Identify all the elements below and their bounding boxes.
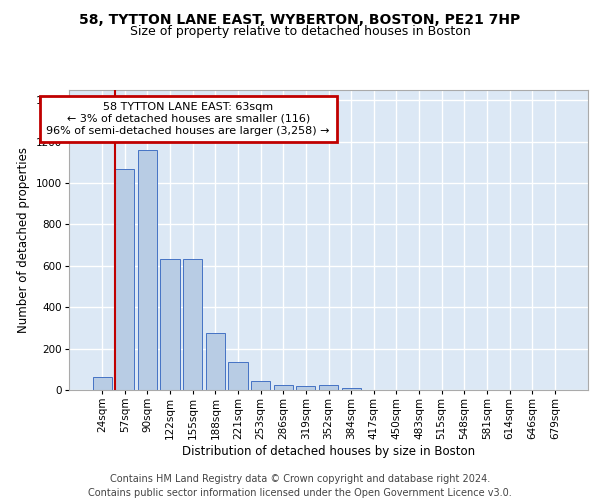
Text: Contains HM Land Registry data © Crown copyright and database right 2024.
Contai: Contains HM Land Registry data © Crown c… [88,474,512,498]
Bar [296,386,316,390]
Bar [274,386,293,390]
Bar [183,258,202,390]
Text: 58, TYTTON LANE EAST, WYBERTON, BOSTON, PE21 7HP: 58, TYTTON LANE EAST, WYBERTON, BOSTON, … [79,12,521,26]
Bar [160,258,180,390]
Bar [92,377,112,390]
Bar [319,386,338,390]
Bar [341,388,361,390]
Bar [115,168,134,390]
Text: 58 TYTTON LANE EAST: 63sqm
← 3% of detached houses are smaller (116)
96% of semi: 58 TYTTON LANE EAST: 63sqm ← 3% of detac… [46,102,330,136]
Bar [229,362,248,390]
Y-axis label: Number of detached properties: Number of detached properties [17,147,30,333]
Bar [251,380,270,390]
X-axis label: Distribution of detached houses by size in Boston: Distribution of detached houses by size … [182,444,475,458]
Bar [138,150,157,390]
Bar [206,333,225,390]
Text: Size of property relative to detached houses in Boston: Size of property relative to detached ho… [130,25,470,38]
